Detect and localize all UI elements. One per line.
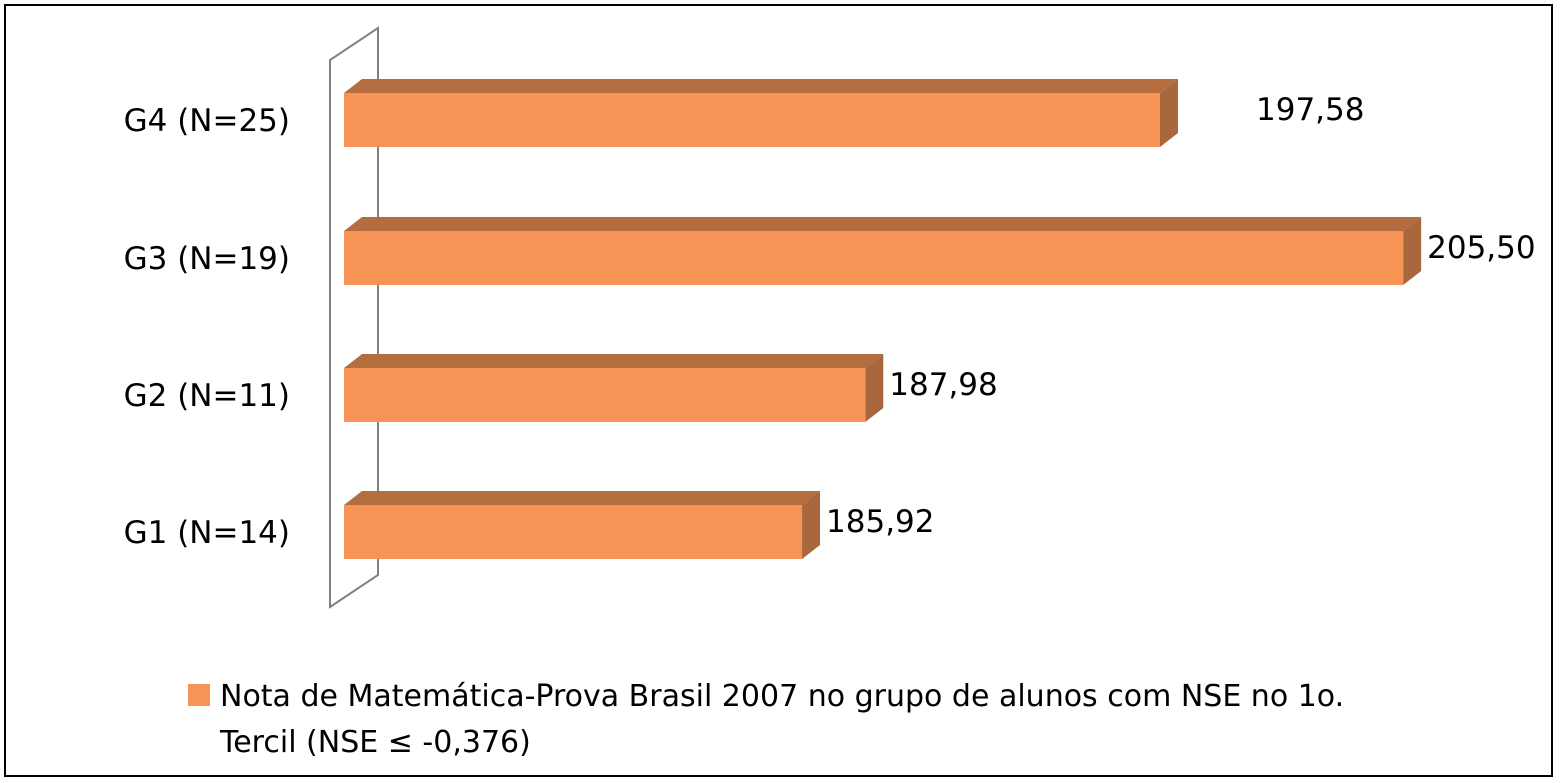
- legend-line-2: Tercil (NSE ≤ -0,376): [219, 725, 531, 760]
- bar-side-3: [865, 354, 884, 422]
- legend-swatch: [188, 684, 210, 706]
- value-labels: 197,58 205,50 187,98 185,92: [826, 92, 1536, 540]
- axis-wall: [329, 26, 379, 609]
- value-label-1: 197,58: [1256, 92, 1364, 128]
- bar-top-4: [344, 491, 821, 505]
- bar-2: [344, 231, 1404, 285]
- bars-group: [344, 79, 1422, 559]
- bar-3: [344, 368, 866, 422]
- category-label-2: G3 (N=19): [124, 241, 290, 277]
- category-labels: G4 (N=25) G3 (N=19) G2 (N=11) G1 (N=14): [124, 103, 290, 551]
- legend: Nota de Matemática-Prova Brasil 2007 no …: [188, 679, 1344, 760]
- bar-side-2: [1403, 217, 1422, 285]
- bar-1: [344, 93, 1161, 147]
- bar-4: [344, 505, 803, 559]
- value-label-3: 187,98: [889, 367, 997, 403]
- bar-top-2: [344, 217, 1422, 231]
- bar-top-3: [344, 354, 884, 368]
- category-label-1: G4 (N=25): [124, 103, 290, 139]
- bar-top-1: [344, 79, 1179, 93]
- legend-line-1: Nota de Matemática-Prova Brasil 2007 no …: [220, 679, 1344, 714]
- category-label-4: G1 (N=14): [124, 515, 290, 551]
- category-label-3: G2 (N=11): [124, 378, 290, 414]
- bar-side-4: [802, 491, 821, 559]
- value-label-4: 185,92: [826, 504, 934, 540]
- bar-side-1: [1160, 79, 1179, 147]
- value-label-2: 205,50: [1427, 230, 1535, 266]
